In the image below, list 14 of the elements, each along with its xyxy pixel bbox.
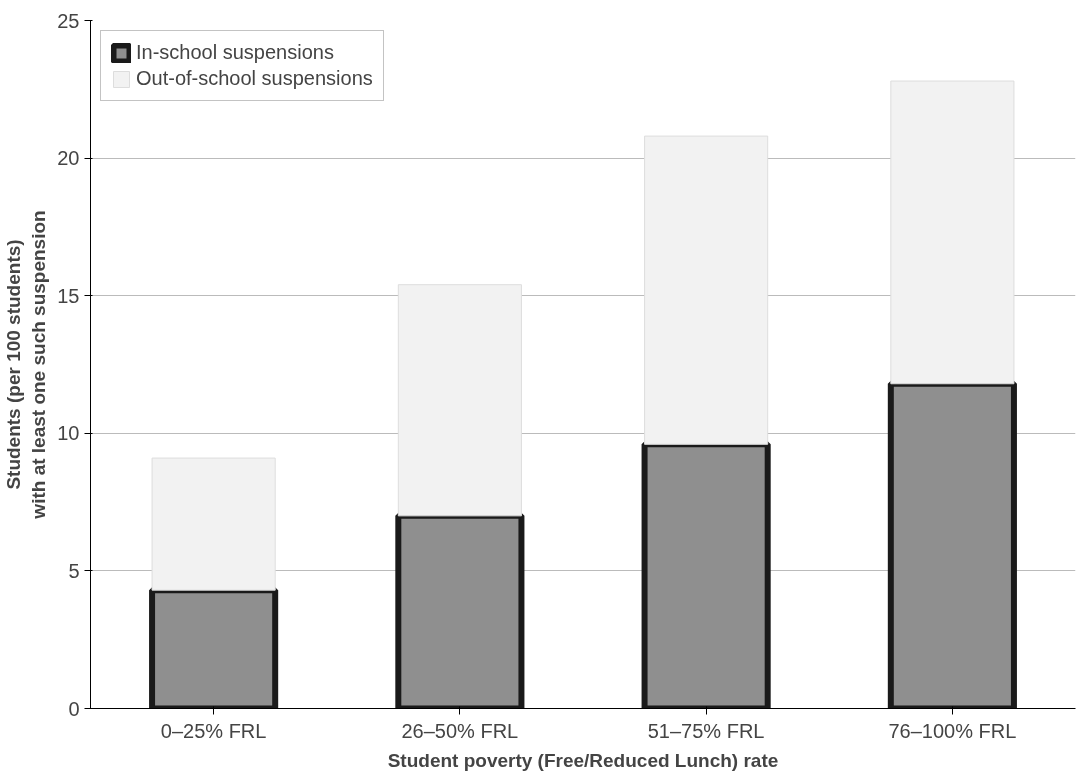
legend-label: In-school suspensions (136, 41, 334, 64)
x-tick-label: 76–100% FRL (888, 719, 1017, 742)
y-tick-label: 5 (68, 559, 80, 582)
y-axis-title: Students (per 100 students) with at least one such suspension (3, 210, 50, 520)
x-tick-label: 51–75% FRL (647, 719, 765, 742)
x-tick-label: 26–50% FRL (401, 719, 519, 742)
y-tick-label: 15 (57, 284, 80, 307)
y-tick-label: 20 (57, 147, 80, 170)
y-tick-label: 10 (57, 422, 80, 445)
x-axis-title: Student poverty (Free/Reduced Lunch) rate (387, 749, 779, 771)
x-tick-label: 0–25% FRL (160, 719, 267, 742)
legend-label: Out-of-school suspensions (136, 67, 373, 90)
y-tick-label: 25 (57, 9, 80, 32)
y-tick-label: 0 (68, 697, 80, 720)
